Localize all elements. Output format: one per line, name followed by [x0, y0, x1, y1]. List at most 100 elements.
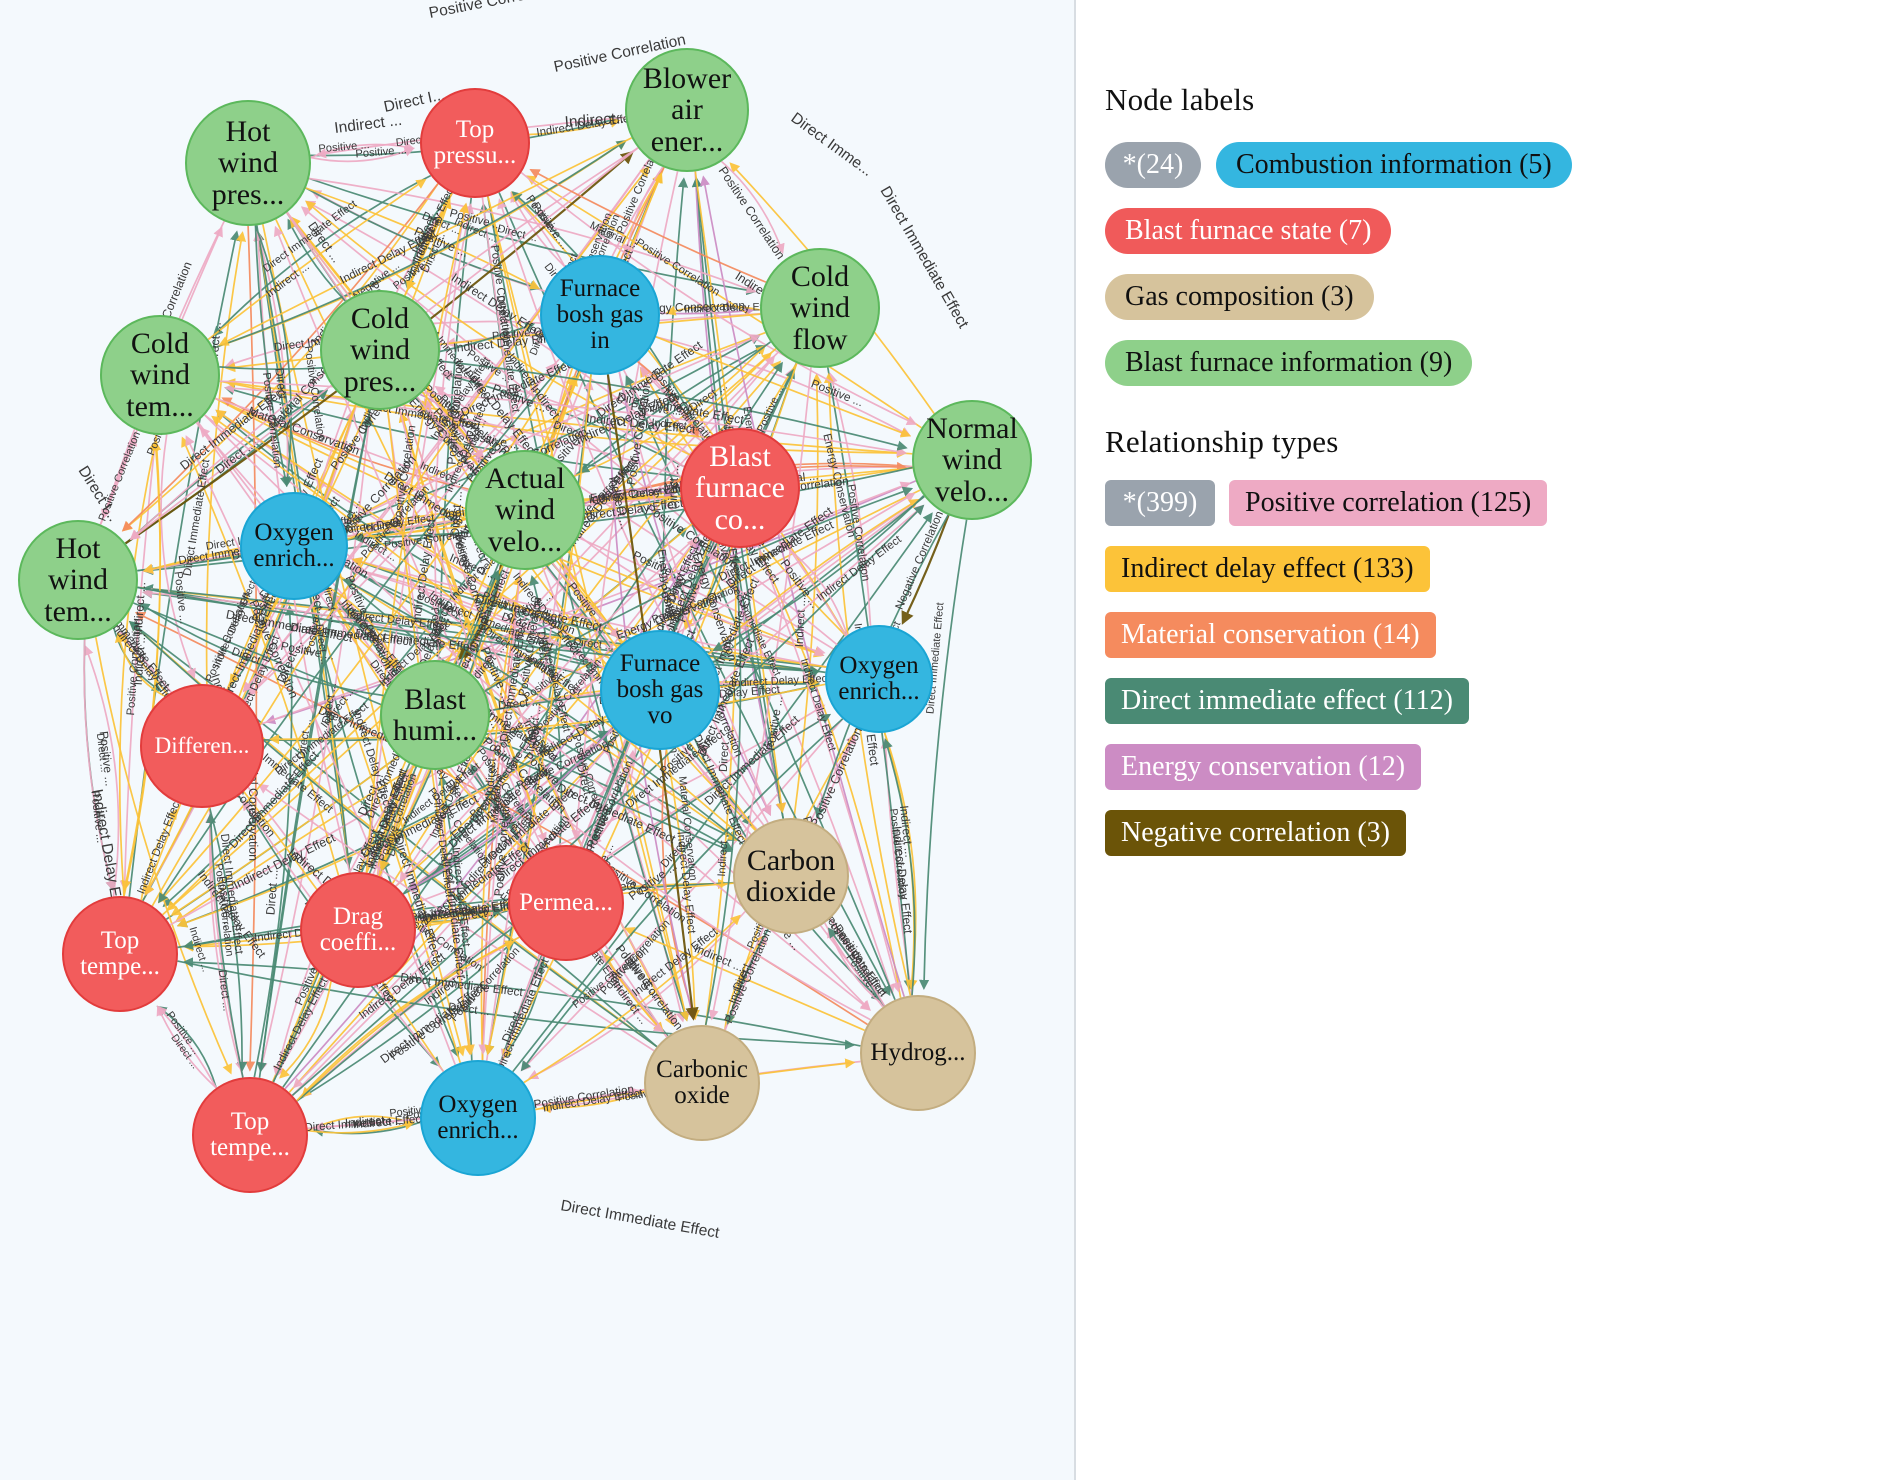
graph-edge[interactable]	[253, 605, 295, 1078]
graph-edge[interactable]	[487, 196, 690, 1022]
graph-node-cold-wind-pres[interactable]: Cold wind pres...	[320, 290, 440, 410]
graph-edge[interactable]	[158, 362, 565, 904]
graph-edge[interactable]	[137, 586, 821, 677]
graph-edge[interactable]	[257, 783, 655, 1052]
graph-edge[interactable]	[901, 514, 950, 625]
graph-edge[interactable]	[520, 718, 844, 1072]
graph-node-cold-wind-tem[interactable]: Cold wind tem...	[100, 315, 220, 435]
graph-edge[interactable]	[525, 175, 922, 429]
graph-edge[interactable]	[291, 504, 925, 1097]
graph-edge[interactable]	[540, 1091, 645, 1114]
graph-edge[interactable]	[622, 166, 664, 255]
graph-edge[interactable]	[487, 196, 690, 1022]
relationship-type-pill[interactable]: *(399)	[1105, 480, 1215, 526]
graph-edge[interactable]	[434, 203, 474, 661]
graph-edge[interactable]	[254, 225, 290, 488]
graph-edge[interactable]	[707, 498, 920, 656]
graph-edge[interactable]	[169, 492, 916, 926]
node-label-pill[interactable]: Combustion information (5)	[1216, 142, 1572, 188]
graph-edge[interactable]	[618, 371, 772, 817]
graph-node-carbonic-oxide[interactable]: Carbonic oxide	[644, 1025, 760, 1141]
graph-edge[interactable]	[665, 749, 700, 1021]
graph-node-drag-coeffi[interactable]: Drag coeffi...	[300, 872, 416, 988]
graph-edge[interactable]	[307, 1120, 415, 1134]
graph-edge[interactable]	[308, 177, 757, 296]
node-label-pill[interactable]: *(24)	[1105, 142, 1201, 188]
graph-edge[interactable]	[94, 637, 233, 1075]
node-label-pill[interactable]: Blast furnace state (7)	[1105, 208, 1392, 254]
graph-edge[interactable]	[310, 146, 415, 163]
graph-edge[interactable]	[254, 225, 293, 488]
graph-edge[interactable]	[365, 202, 469, 873]
graph-edge[interactable]	[759, 550, 902, 998]
graph-node-top-pressure[interactable]: Top pressu...	[420, 88, 530, 198]
graph-edge[interactable]	[211, 415, 747, 841]
graph-edge[interactable]	[257, 409, 372, 1073]
graph-node-furnace-bosh-gas-vo[interactable]: Furnace bosh gas vo	[600, 630, 720, 750]
graph-edge[interactable]	[348, 331, 766, 522]
graph-edge[interactable]	[438, 775, 473, 1061]
graph-edge[interactable]	[215, 409, 610, 659]
graph-edge[interactable]	[83, 645, 120, 897]
graph-edge[interactable]	[624, 927, 865, 1032]
relationship-type-pill[interactable]: Direct immediate effect (112)	[1105, 678, 1469, 724]
graph-edge[interactable]	[529, 117, 621, 136]
graph-node-permea[interactable]: Permea...	[508, 845, 624, 961]
graph-edge[interactable]	[205, 231, 247, 685]
graph-edge[interactable]	[258, 414, 373, 1078]
graph-edge[interactable]	[571, 171, 679, 841]
graph-edge[interactable]	[484, 486, 914, 693]
graph-edge[interactable]	[119, 434, 157, 891]
graph-edge[interactable]	[254, 225, 293, 488]
graph-edge[interactable]	[218, 137, 632, 346]
graph-edge[interactable]	[181, 436, 340, 876]
graph-edge[interactable]	[406, 192, 453, 291]
graph-node-oxygen-enrich-3[interactable]: Oxygen enrich...	[420, 1060, 536, 1176]
graph-edge[interactable]	[511, 191, 848, 637]
graph-edge[interactable]	[827, 372, 872, 626]
graph-edge[interactable]	[279, 981, 332, 1079]
graph-edge[interactable]	[481, 575, 524, 1061]
graph-edge[interactable]	[342, 334, 761, 525]
graph-node-hydrog[interactable]: Hydrog...	[860, 995, 976, 1111]
graph-node-blast-humi[interactable]: Blast humi...	[380, 660, 490, 770]
graph-edge[interactable]	[707, 498, 920, 656]
graph-edge[interactable]	[719, 676, 820, 688]
graph-edge[interactable]	[351, 557, 827, 668]
graph-edge[interactable]	[918, 519, 968, 990]
graph-edge[interactable]	[182, 957, 861, 1047]
graph-node-furnace-bosh-gas-in[interactable]: Furnace bosh gas in	[540, 255, 660, 375]
graph-edge[interactable]	[207, 178, 427, 341]
graph-edge[interactable]	[139, 602, 384, 697]
graph-edge[interactable]	[399, 532, 702, 883]
graph-edge[interactable]	[827, 927, 885, 1007]
graph-edge[interactable]	[287, 218, 347, 302]
graph-edge[interactable]	[618, 371, 771, 817]
graph-edge[interactable]	[83, 639, 116, 892]
graph-edge[interactable]	[219, 380, 908, 457]
graph-edge[interactable]	[300, 206, 838, 646]
graph-edge[interactable]	[118, 440, 159, 897]
graph-edge[interactable]	[655, 336, 912, 438]
graph-edge[interactable]	[704, 553, 742, 1026]
graph-edge[interactable]	[156, 1005, 217, 1089]
graph-node-actual-wind-velo[interactable]: Actual wind velo...	[465, 450, 585, 570]
graph-canvas[interactable]: Positive ... Direct Immediate Effect Direc…	[0, 0, 1074, 1480]
graph-edge[interactable]	[213, 140, 627, 349]
graph-edge[interactable]	[499, 548, 716, 1065]
relationship-type-pill[interactable]: Indirect delay effect (133)	[1105, 546, 1430, 592]
graph-edge[interactable]	[284, 539, 701, 1090]
graph-edge[interactable]	[142, 495, 681, 574]
graph-edge[interactable]	[328, 586, 398, 670]
graph-edge[interactable]	[225, 313, 761, 373]
graph-edge[interactable]	[584, 487, 675, 505]
graph-edge[interactable]	[351, 556, 827, 668]
graph-node-cold-wind-flow[interactable]: Cold wind flow	[760, 248, 880, 368]
graph-edge[interactable]	[704, 553, 741, 1026]
graph-edge[interactable]	[523, 914, 741, 1084]
graph-edge[interactable]	[296, 940, 516, 1102]
graph-node-blast-furnace-co[interactable]: Blast furnace co...	[680, 428, 800, 548]
graph-edge[interactable]	[142, 588, 602, 680]
graph-edge[interactable]	[212, 174, 432, 337]
graph-node-carbon-dioxide[interactable]: Carbon dioxide	[733, 818, 849, 934]
